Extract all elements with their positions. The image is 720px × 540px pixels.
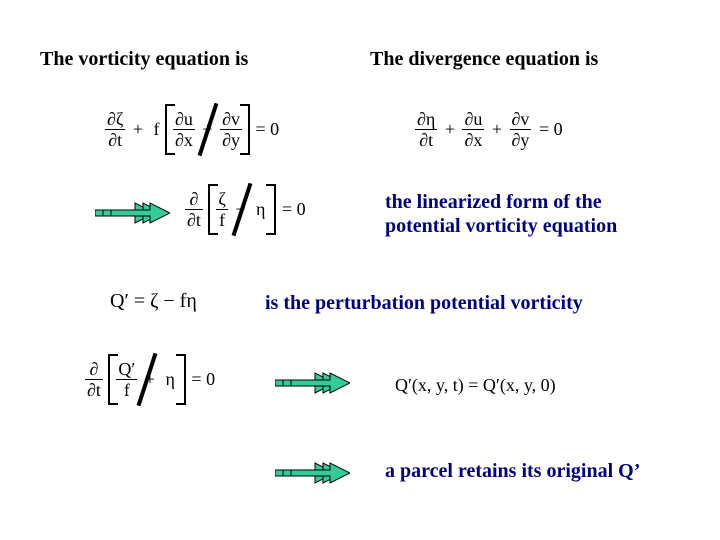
arrow-icon <box>95 195 170 231</box>
eq-term: ∂y <box>220 129 242 149</box>
eq-rhs: = 0 <box>188 369 218 390</box>
annot-linearized: the linearized form of the potential vor… <box>385 190 617 238</box>
arrow-icon <box>275 365 350 401</box>
eq-eta: η <box>253 199 268 220</box>
eq-term: Q′ <box>116 360 137 379</box>
eq-rhs: = 0 <box>536 119 566 140</box>
arrow-icon <box>275 455 350 491</box>
eq-term: ∂ <box>185 190 203 209</box>
eq-term: ∂x <box>462 129 484 149</box>
eq-term: ∂u <box>173 110 195 129</box>
eq-term: f <box>216 209 227 229</box>
eq-bracket: ∂u ∂x + ∂v ∂y <box>167 110 248 149</box>
eq-term: ∂ζ <box>105 110 125 129</box>
slide: The vorticity equation is The divergence… <box>0 0 720 540</box>
equation-pv-linear: ∂ ∂t ζ f − η = 0 <box>185 190 309 229</box>
eq-term: ∂ <box>85 360 103 379</box>
eq-term: ∂t <box>415 129 437 149</box>
equation-vorticity: ∂ζ ∂t + f ∂u ∂x + ∂v ∂y = 0 <box>105 110 282 149</box>
heading-divergence: The divergence equation is <box>370 48 598 71</box>
eq-term: ∂v <box>510 110 532 129</box>
eq-op: + <box>130 119 146 140</box>
eq-term: ∂v <box>220 110 242 129</box>
equation-qprime-conserve: Q′(x, y, t) = Q′(x, y, 0) <box>395 375 556 396</box>
eq-term: ∂x <box>173 129 195 149</box>
eq-bracket: Q′ f + η <box>110 360 184 399</box>
eq-f: f <box>151 119 163 140</box>
eq-rhs: = 0 <box>252 119 282 140</box>
equation-divergence: ∂η ∂t + ∂u ∂x + ∂v ∂y = 0 <box>415 110 566 149</box>
annot-line: potential vorticity equation <box>385 214 617 238</box>
equation-qprime-evol: ∂ ∂t Q′ f + η = 0 <box>85 360 218 399</box>
eq-rhs: = 0 <box>279 199 309 220</box>
eq-term: f <box>116 379 137 399</box>
eq-term: ∂t <box>105 129 125 149</box>
annot-parcel: a parcel retains its original Q’ <box>385 460 640 483</box>
eq-term: ∂u <box>462 110 484 129</box>
eq-term: ζ <box>216 190 227 209</box>
eq-op: + <box>442 119 458 140</box>
eq-term: ∂t <box>185 209 203 229</box>
eq-eta-crossed: η <box>163 369 178 390</box>
eq-term: ∂y <box>510 129 532 149</box>
equation-qprime-def: Q′ = ζ − fη <box>110 290 197 313</box>
eq-op: + <box>489 119 505 140</box>
eq-bracket: ζ f − η <box>210 190 274 229</box>
heading-vorticity: The vorticity equation is <box>40 48 248 71</box>
eq-term: ∂t <box>85 379 103 399</box>
eq-term: ∂η <box>415 110 437 129</box>
annot-line: the linearized form of the <box>385 190 617 214</box>
annot-perturbation: is the perturbation potential vorticity <box>265 292 583 315</box>
